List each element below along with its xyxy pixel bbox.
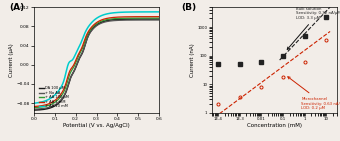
Text: (A): (A) [9, 3, 24, 12]
X-axis label: Concentration (mM): Concentration (mM) [246, 123, 302, 128]
Legend: DA 100 μM, + No AA, + AA 100 μM, + AA 1 mM, + AA 10 mM: DA 100 μM, + No AA, + AA 100 μM, + AA 1 … [37, 85, 70, 110]
Text: (B): (B) [182, 3, 197, 12]
Y-axis label: Current (μA): Current (μA) [10, 43, 15, 77]
Text: Microchannel
Sensitivity: 0.63 nA/μM
LOD: 0.2 μM: Microchannel Sensitivity: 0.63 nA/μM LOD… [288, 77, 340, 110]
Y-axis label: Current (nA): Current (nA) [190, 43, 195, 77]
Text: Bulk solution
Sensitivity: 0.32 nA/μM
LOD: 3.3 μM: Bulk solution Sensitivity: 0.32 nA/μM LO… [287, 6, 340, 49]
X-axis label: Potential (V vs. Ag/AgCl): Potential (V vs. Ag/AgCl) [63, 123, 130, 128]
